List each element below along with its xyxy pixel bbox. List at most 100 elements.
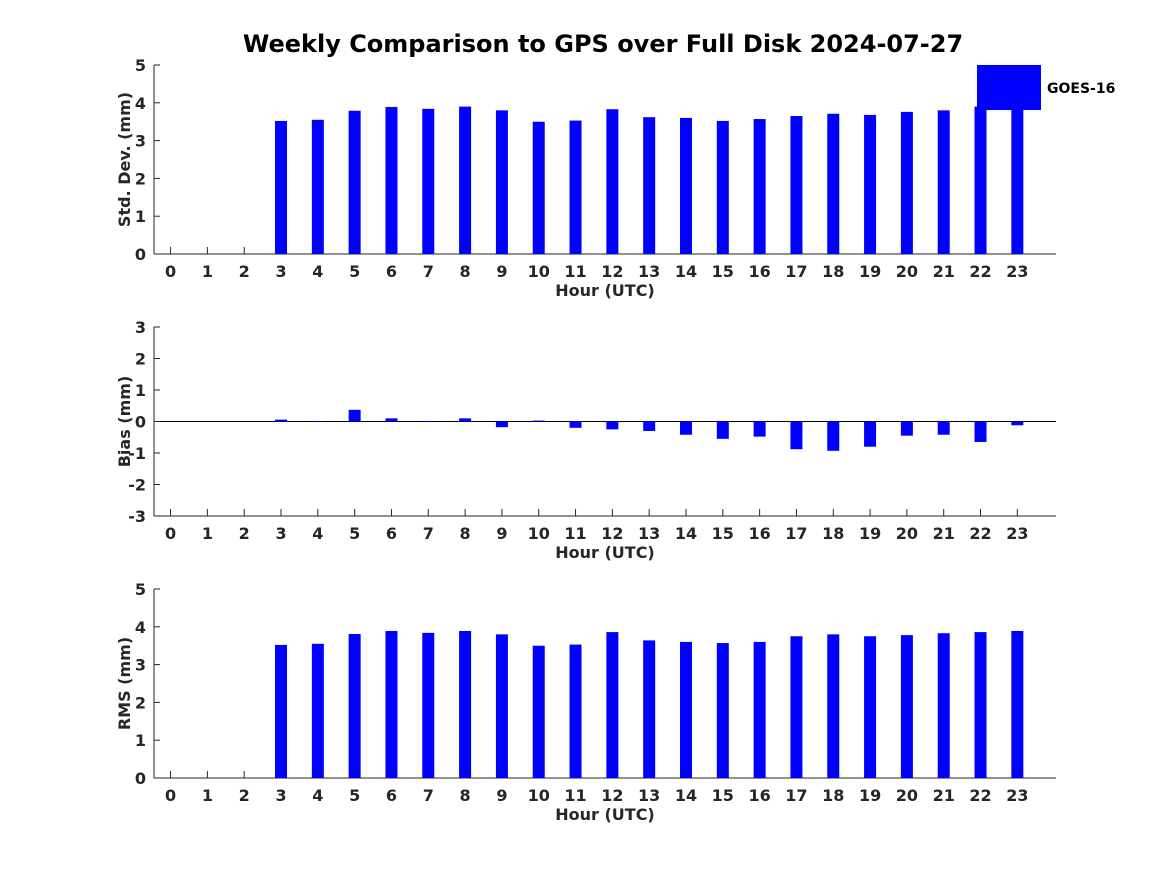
std-dev-bar (349, 111, 361, 254)
bias-x-tick-label: 18 (822, 524, 844, 543)
std-dev-y-tick-label: 0 (135, 245, 146, 264)
rms-bar (938, 633, 950, 778)
bias-x-tick-label: 12 (601, 524, 623, 543)
std-dev-bar (533, 122, 545, 254)
rms-bar (496, 634, 508, 778)
std-dev-bar (496, 110, 508, 254)
bias-bar (717, 422, 729, 439)
std-dev-bar (570, 121, 582, 254)
bias-x-tick-label: 8 (460, 524, 471, 543)
std-dev-x-tick-label: 11 (564, 262, 586, 281)
rms-y-tick-label: 3 (135, 656, 146, 675)
bias-bar (938, 422, 950, 435)
std-dev-x-tick-label: 21 (933, 262, 955, 281)
bias-x-tick-label: 23 (1006, 524, 1028, 543)
rms-x-tick-label: 18 (822, 786, 844, 805)
std-dev-x-tick-label: 22 (969, 262, 991, 281)
bias-x-tick-label: 19 (859, 524, 881, 543)
rms-y-tick-label: 0 (135, 769, 146, 788)
figure: Weekly Comparison to GPS over Full Disk … (0, 0, 1167, 875)
bias-bar (275, 420, 287, 422)
bias-bar (643, 422, 655, 431)
std-dev-bar (643, 117, 655, 254)
bias-bar (754, 422, 766, 437)
rms-bar (606, 632, 618, 778)
rms-bar (533, 646, 545, 778)
rms-x-tick-label: 9 (496, 786, 507, 805)
bias-bar (533, 421, 545, 422)
std-dev-x-tick-label: 8 (460, 262, 471, 281)
rms-bar (275, 645, 287, 778)
rms-x-axis-label: Hour (UTC) (555, 805, 655, 824)
bias-x-tick-label: 4 (312, 524, 323, 543)
bias-bar (975, 422, 987, 442)
rms-x-tick-label: 1 (202, 786, 213, 805)
bias-bar (790, 422, 802, 450)
std-dev-bar (422, 109, 434, 254)
rms-x-tick-label: 23 (1006, 786, 1028, 805)
rms-bar (459, 631, 471, 778)
rms-bar (717, 643, 729, 778)
bias-bar (459, 418, 471, 421)
bias-bar (385, 418, 397, 421)
std-dev-x-tick-label: 20 (896, 262, 918, 281)
rms-bar (827, 634, 839, 778)
std-dev-x-tick-label: 14 (675, 262, 697, 281)
rms-x-tick-label: 14 (675, 786, 697, 805)
rms-x-tick-label: 3 (275, 786, 286, 805)
rms-bar (901, 635, 913, 778)
rms-x-tick-label: 17 (785, 786, 807, 805)
rms-x-tick-label: 16 (748, 786, 770, 805)
bias-x-tick-label: 13 (638, 524, 660, 543)
std-dev-bar (790, 116, 802, 254)
std-dev-bar (312, 120, 324, 254)
std-dev-x-axis-label: Hour (UTC) (555, 281, 655, 300)
bias-x-tick-label: 14 (675, 524, 697, 543)
rms-x-tick-label: 6 (386, 786, 397, 805)
std-dev-bar (459, 107, 471, 254)
rms-x-tick-label: 7 (423, 786, 434, 805)
rms-bar (680, 642, 692, 778)
rms-y-tick-label: 1 (135, 731, 146, 750)
rms-bar (975, 632, 987, 778)
rms-x-tick-label: 2 (239, 786, 250, 805)
std-dev-x-tick-label: 7 (423, 262, 434, 281)
chart-title: Weekly Comparison to GPS over Full Disk … (243, 30, 963, 58)
rms-x-tick-label: 22 (969, 786, 991, 805)
std-dev-bar (717, 121, 729, 254)
rms-x-tick-label: 10 (528, 786, 550, 805)
std-dev-y-tick-label: 5 (135, 56, 146, 75)
bias-y-tick-label: 2 (135, 350, 146, 369)
bias-x-axis-label: Hour (UTC) (555, 543, 655, 562)
bias-x-tick-label: 16 (748, 524, 770, 543)
bias-x-tick-label: 3 (275, 524, 286, 543)
std-dev-x-tick-label: 10 (528, 262, 550, 281)
bias-x-tick-label: 5 (349, 524, 360, 543)
rms-x-tick-label: 21 (933, 786, 955, 805)
bias-y-axis-label: Bias (mm) (115, 376, 134, 468)
bias-bar (680, 422, 692, 435)
std-dev-y-tick-label: 1 (135, 207, 146, 226)
std-dev-bar (901, 112, 913, 254)
std-dev-bar (827, 114, 839, 254)
rms-bar (643, 640, 655, 778)
std-dev-x-tick-label: 2 (239, 262, 250, 281)
bias-x-tick-label: 20 (896, 524, 918, 543)
bias-bar (422, 422, 434, 423)
std-dev-x-tick-label: 16 (748, 262, 770, 281)
rms-y-tick-label: 2 (135, 693, 146, 712)
std-dev-y-axis-label: Std. Dev. (mm) (115, 92, 134, 227)
std-dev-x-tick-label: 6 (386, 262, 397, 281)
rms-bar (422, 633, 434, 778)
bias-x-tick-label: 2 (239, 524, 250, 543)
bias-bar (570, 422, 582, 428)
std-dev-x-tick-label: 0 (165, 262, 176, 281)
rms-x-tick-label: 4 (312, 786, 323, 805)
std-dev-bar (275, 121, 287, 254)
bias-x-tick-label: 1 (202, 524, 213, 543)
std-dev-y-tick-label: 2 (135, 169, 146, 188)
rms-bar (312, 644, 324, 778)
rms-y-axis-label: RMS (mm) (115, 637, 134, 730)
